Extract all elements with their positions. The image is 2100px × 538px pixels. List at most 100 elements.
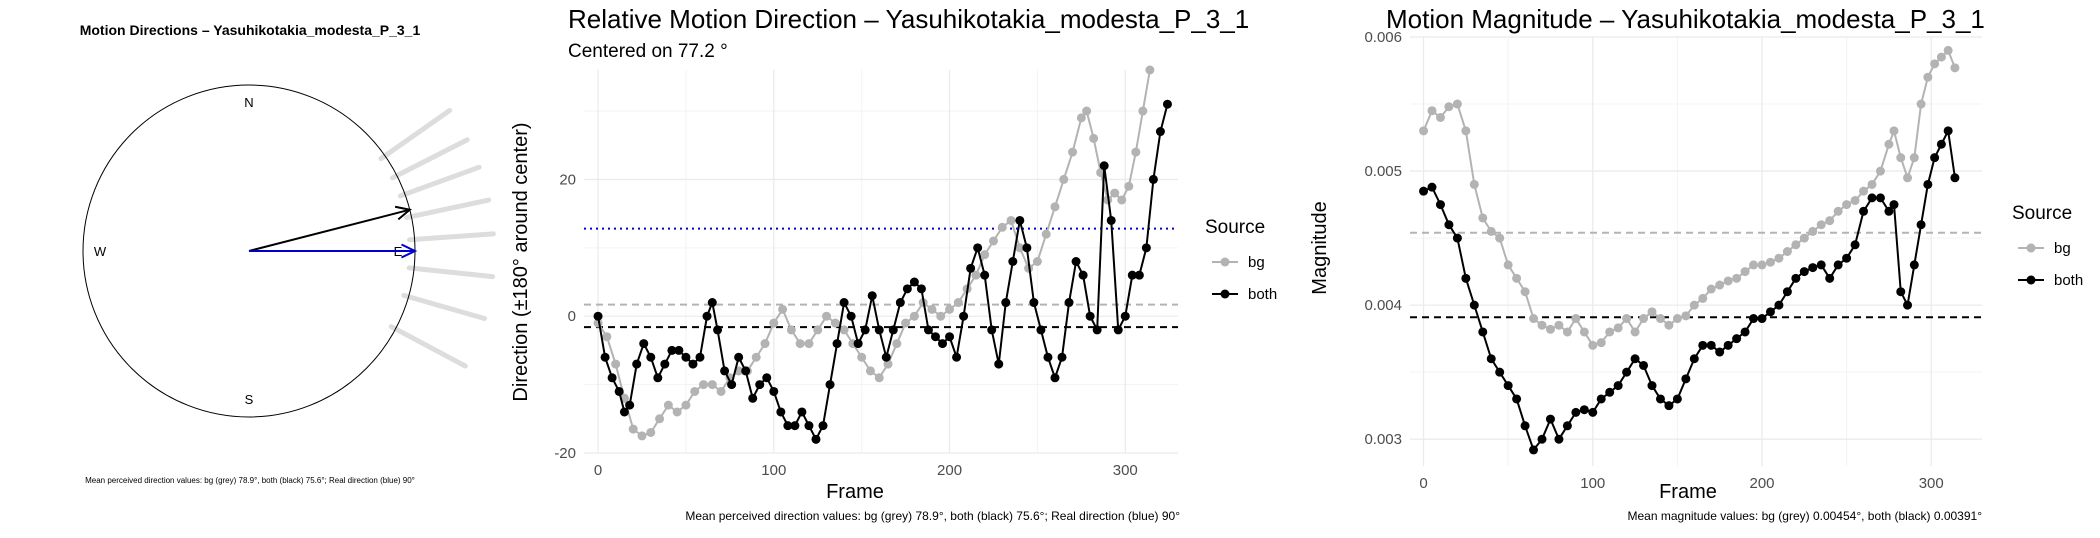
direction-data-point xyxy=(853,339,863,349)
magnitude-data-point xyxy=(1930,59,1940,69)
magnitude-data-point xyxy=(1749,260,1759,270)
compass-arrow-shaft xyxy=(248,208,411,252)
direction-data-point xyxy=(1145,65,1155,75)
magnitude-data-point xyxy=(1706,340,1716,350)
magnitude-data-point xyxy=(1571,407,1581,417)
direction-data-point xyxy=(1057,352,1067,362)
magnitude-data-point xyxy=(1732,334,1742,344)
magnitude-data-point xyxy=(1833,260,1843,270)
direction-data-point xyxy=(619,407,629,417)
magnitude-data-point xyxy=(1512,273,1522,283)
direction-data-point xyxy=(795,339,805,349)
magnitude-data-point xyxy=(1833,206,1843,216)
direction-data-point xyxy=(1148,174,1158,184)
direction-data-point xyxy=(1117,195,1127,205)
direction-data-point xyxy=(1082,106,1092,116)
magnitude-data-point xyxy=(1867,193,1877,203)
magnitude-data-point xyxy=(1495,367,1505,377)
direction-data-point xyxy=(892,339,902,349)
direction-x-axis-title: Frame xyxy=(826,481,884,503)
direction-data-point xyxy=(1141,243,1151,253)
magnitude-data-point xyxy=(1655,314,1665,324)
direction-data-point xyxy=(874,373,884,383)
direction-data-point xyxy=(860,325,870,335)
direction-data-point xyxy=(751,352,761,362)
direction-data-point xyxy=(923,325,933,335)
magnitude-data-point xyxy=(1596,394,1606,404)
magnitude-data-point xyxy=(1916,220,1926,230)
direction-data-point xyxy=(804,421,814,431)
magnitude-legend-bg-label: bg xyxy=(2054,240,2071,257)
direction-data-point xyxy=(971,270,981,280)
magnitude-data-point xyxy=(1639,314,1649,324)
magnitude-data-point xyxy=(1706,284,1716,294)
direction-data-point xyxy=(667,345,677,355)
compass-faint-ray xyxy=(388,324,468,369)
magnitude-data-point xyxy=(1875,193,1885,203)
magnitude-data-point xyxy=(1664,401,1674,411)
magnitude-data-point xyxy=(1799,267,1809,277)
magnitude-data-point xyxy=(1889,200,1899,210)
direction-title: Relative Motion Direction – Yasuhikotaki… xyxy=(568,4,1249,34)
magnitude-data-point xyxy=(1622,314,1632,324)
direction-data-point xyxy=(1006,215,1016,225)
direction-data-point xyxy=(707,298,717,308)
magnitude-data-point xyxy=(1554,434,1564,444)
direction-data-point xyxy=(1050,373,1060,383)
magnitude-data-point xyxy=(1647,307,1657,317)
direction-y-tick-label: 20 xyxy=(559,171,576,188)
magnitude-data-point xyxy=(1765,307,1775,317)
direction-data-point xyxy=(639,339,649,349)
direction-data-point xyxy=(727,380,737,390)
direction-data-point xyxy=(1113,325,1123,335)
magnitude-data-point xyxy=(1605,327,1615,337)
magnitude-data-point xyxy=(1765,257,1775,267)
magnitude-data-point xyxy=(1503,381,1513,391)
direction-data-point xyxy=(1089,133,1099,143)
direction-data-point xyxy=(593,311,603,321)
magnitude-data-point xyxy=(1859,186,1869,196)
direction-data-point xyxy=(786,325,796,335)
direction-panel: Relative Motion Direction – Yasuhikotaki… xyxy=(500,0,1300,533)
magnitude-series-bg xyxy=(1419,45,1960,350)
magnitude-data-point xyxy=(1469,300,1479,310)
direction-data-point xyxy=(646,352,656,362)
direction-data-point xyxy=(945,304,955,314)
magnitude-data-point xyxy=(1529,314,1539,324)
direction-data-point xyxy=(1134,270,1144,280)
magnitude-data-point xyxy=(1537,320,1547,330)
direction-series-line xyxy=(597,69,1151,437)
magnitude-data-point xyxy=(1461,273,1471,283)
magnitude-panel: Motion Magnitude – Yasuhikotakia_modesta… xyxy=(1300,0,2100,533)
direction-data-point xyxy=(936,311,946,321)
direction-data-point xyxy=(663,400,673,410)
magnitude-data-point xyxy=(1545,414,1555,424)
magnitude-data-point xyxy=(1689,300,1699,310)
direction-data-point xyxy=(865,366,875,376)
magnitude-x-tick-label: 300 xyxy=(1919,475,1944,492)
direction-x-tick-label: 300 xyxy=(1113,462,1138,479)
magnitude-y-axis-title: Magnitude xyxy=(1309,201,1331,294)
direction-x-tick-label: 100 xyxy=(761,462,786,479)
direction-data-point xyxy=(1015,215,1025,225)
magnitude-data-point xyxy=(1799,233,1809,243)
direction-data-point xyxy=(997,222,1007,232)
magnitude-data-point xyxy=(1825,273,1835,283)
direction-data-point xyxy=(607,373,617,383)
compass-faint-ray xyxy=(397,164,482,199)
magnitude-y-tick-label: 0.003 xyxy=(1364,431,1402,448)
magnitude-data-point xyxy=(1930,153,1940,163)
direction-data-point xyxy=(987,325,997,335)
direction-data-point xyxy=(927,304,937,314)
magnitude-data-point xyxy=(1571,314,1581,324)
direction-data-point xyxy=(1120,311,1130,321)
compass-faint-ray xyxy=(406,265,496,280)
direction-data-point xyxy=(813,325,823,335)
direction-data-point xyxy=(1138,106,1148,116)
direction-data-point xyxy=(713,325,723,335)
direction-data-point xyxy=(762,373,772,383)
magnitude-data-point xyxy=(1469,179,1479,189)
magnitude-data-point xyxy=(1520,421,1530,431)
magnitude-data-point xyxy=(1884,206,1894,216)
magnitude-data-point xyxy=(1782,247,1792,256)
